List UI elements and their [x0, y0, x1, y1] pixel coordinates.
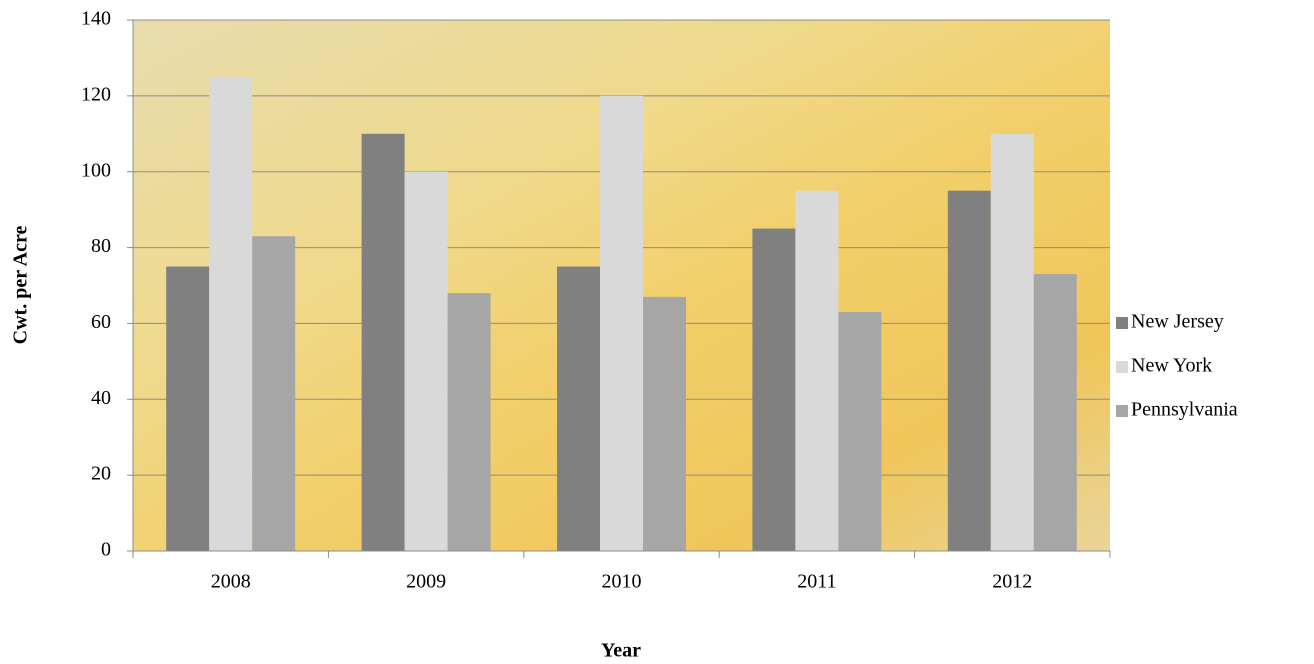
y-tick-label: 20 — [91, 463, 111, 485]
y-tick-label: 60 — [91, 311, 111, 333]
bar — [447, 293, 491, 551]
bar — [838, 312, 882, 551]
bar — [600, 95, 643, 551]
legend-swatch — [1116, 361, 1128, 373]
bar — [166, 266, 210, 551]
x-tick-label: 2008 — [211, 571, 251, 593]
bar — [209, 76, 253, 552]
x-tick-label: 2012 — [992, 571, 1032, 593]
bar — [642, 296, 686, 551]
y-tick-label: 120 — [81, 83, 111, 105]
bar — [795, 190, 839, 551]
legend-label: New York — [1131, 355, 1212, 377]
legend-swatch — [1116, 317, 1128, 329]
bar — [361, 133, 405, 552]
bar — [557, 266, 601, 551]
y-tick-label: 100 — [81, 159, 111, 181]
bar — [947, 190, 991, 551]
legend-label: New Jersey — [1131, 311, 1224, 333]
y-tick-label: 140 — [81, 8, 111, 30]
bar — [252, 236, 296, 551]
x-tick-label: 2011 — [797, 571, 836, 593]
bar — [752, 228, 796, 551]
x-tick-label: 2009 — [406, 571, 446, 593]
x-tick-label: 2010 — [602, 571, 642, 593]
y-tick-label: 40 — [91, 387, 111, 409]
bar — [990, 133, 1034, 552]
y-axis-title: Cwt. per Acre — [10, 226, 32, 345]
legend-label: Pennsylvania — [1131, 399, 1238, 421]
bar — [1033, 274, 1077, 551]
bar — [404, 171, 448, 551]
y-tick-label: 0 — [101, 539, 111, 561]
legend-swatch — [1116, 405, 1128, 417]
y-tick-label: 80 — [91, 235, 111, 257]
x-axis-title: Year — [601, 640, 641, 662]
